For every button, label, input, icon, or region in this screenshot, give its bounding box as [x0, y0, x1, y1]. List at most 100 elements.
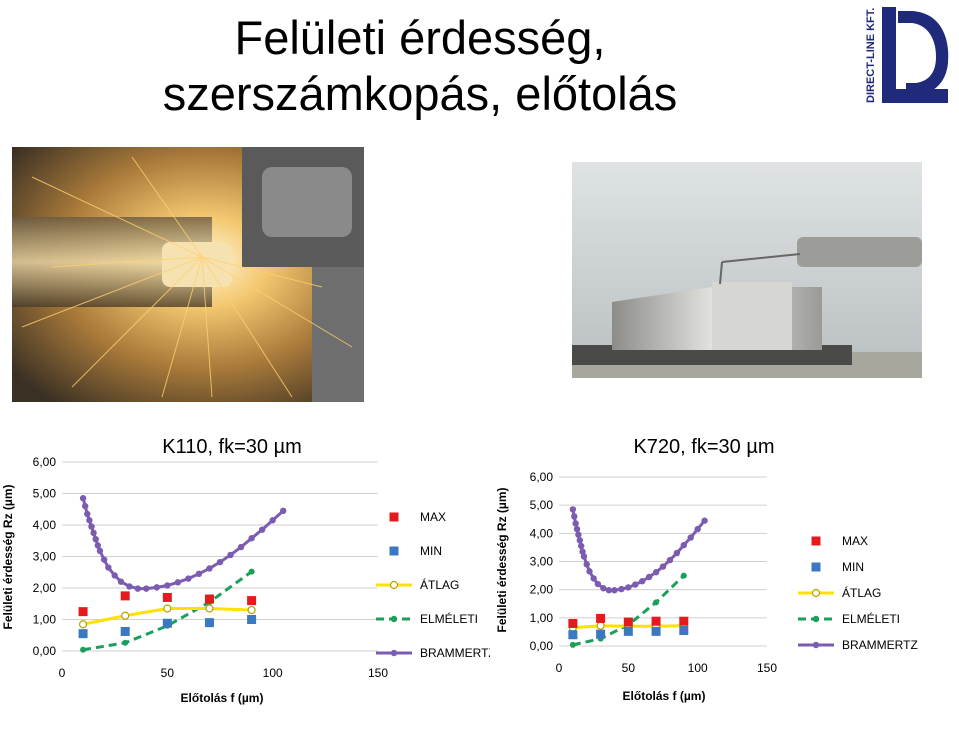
series-min — [568, 626, 689, 640]
legend-label: MIN — [842, 560, 864, 574]
x-tick-label: 150 — [368, 666, 388, 680]
series-line — [82, 570, 253, 652]
roughness-tester-photo — [572, 162, 922, 378]
chart-k720-svg: K720, fk=30 µm 0,00 1,00 2,00 3,00 4,00 5,00 6… — [495, 436, 918, 703]
y-ticks: 0,00 1,00 2,00 3,00 4,00 5,00 6,00 — [530, 470, 554, 653]
plot-series — [78, 495, 287, 653]
y-tick-label: 2,00 — [33, 581, 57, 595]
data-point — [247, 605, 256, 615]
legend-label: ÁTLAG — [420, 577, 459, 592]
data-point — [623, 617, 633, 627]
legend-marker — [811, 536, 821, 546]
data-point — [569, 506, 577, 513]
legend-label: MAX — [420, 510, 446, 524]
y-tick-label: 3,00 — [530, 555, 554, 569]
data-point — [680, 572, 687, 579]
data-point — [611, 587, 618, 594]
legend-label: MAX — [842, 534, 868, 548]
data-point — [92, 535, 99, 543]
data-point — [237, 543, 245, 551]
data-point — [90, 529, 97, 537]
data-point — [673, 549, 681, 557]
x-tick-label: 100 — [688, 661, 708, 675]
data-point — [258, 526, 266, 533]
y-axis-title: Felületi érdesség Rz (µm) — [495, 488, 509, 633]
data-point — [632, 581, 639, 588]
data-point — [86, 517, 93, 524]
data-point — [122, 639, 129, 646]
legend-item: BRAMMERTZ — [798, 638, 918, 652]
data-point — [596, 613, 606, 623]
data-point — [651, 616, 661, 626]
legend: MAX MIN ÁTLAG ELMÉLETI BRAMMERTZ — [798, 534, 918, 652]
series-max — [568, 613, 689, 628]
y-tick-label: 5,00 — [530, 498, 554, 512]
data-point — [163, 604, 172, 613]
data-point — [583, 561, 590, 568]
legend-item: ELMÉLETI — [376, 611, 478, 626]
data-point — [120, 626, 130, 636]
slide-title: Felületi érdesség, szerszámkopás, előtol… — [70, 10, 770, 122]
data-point — [185, 575, 192, 582]
data-point — [568, 618, 578, 628]
x-ticks: 0 50 100 150 — [556, 661, 778, 675]
data-point — [580, 553, 588, 560]
data-point — [694, 525, 701, 533]
data-point — [216, 558, 224, 566]
data-point — [94, 542, 102, 549]
plot-series — [568, 506, 708, 648]
data-point — [679, 616, 689, 626]
series-min — [78, 615, 257, 639]
data-point — [120, 591, 130, 601]
legend-marker — [811, 588, 821, 598]
data-point — [80, 646, 87, 653]
data-point — [680, 541, 687, 549]
data-point — [162, 618, 172, 628]
legend-label: BRAMMERTZ — [420, 646, 490, 660]
data-point — [586, 568, 593, 575]
legend-marker — [811, 562, 821, 572]
data-point — [143, 585, 150, 592]
data-point — [84, 510, 91, 518]
data-point — [100, 556, 108, 563]
data-point — [577, 542, 585, 550]
y-tick-label: 1,00 — [33, 613, 57, 627]
data-point — [569, 641, 576, 648]
data-point — [153, 584, 160, 591]
data-point — [105, 564, 112, 571]
data-point — [164, 582, 171, 589]
title-line-2: szerszámkopás, előtolás — [162, 67, 678, 120]
data-point — [571, 513, 578, 520]
series-max — [78, 591, 257, 617]
data-point — [88, 523, 95, 530]
data-point — [204, 618, 214, 628]
data-point — [117, 578, 125, 585]
legend-item: ÁTLAG — [376, 577, 459, 592]
company-logo: DIRECT-LINE KFT. — [852, 3, 952, 117]
legend-item: MIN — [389, 544, 442, 558]
x-axis-title: Előtolás f (µm) — [623, 689, 706, 703]
legend-item: MAX — [811, 534, 868, 548]
legend-label: ELMÉLETI — [420, 611, 478, 626]
legend: MAX MIN ÁTLAG ELMÉLETI BRAMMERTZ — [376, 510, 496, 660]
y-tick-label: 5,00 — [33, 487, 57, 501]
legend-item: MIN — [811, 560, 864, 574]
data-point — [81, 502, 89, 510]
data-point — [78, 607, 88, 617]
data-point — [126, 583, 133, 590]
y-tick-label: 2,00 — [530, 583, 554, 597]
legend-label: ELMÉLETI — [842, 611, 900, 626]
chart-k110-svg: K110, fk=30 µm 0,00 1,00 2,00 3,00 4,00 5,00 6… — [1, 436, 496, 705]
svg-text:DIRECT-LINE KFT.: DIRECT-LINE KFT. — [865, 8, 877, 103]
chart-k110: K110, fk=30 µm 0,00 1,00 2,00 3,00 4,00 5,00 6… — [0, 425, 496, 715]
data-point — [79, 495, 87, 502]
legend-marker — [812, 641, 820, 649]
data-point — [687, 534, 694, 541]
x-tick-label: 0 — [556, 661, 563, 675]
data-point — [625, 584, 632, 591]
data-point — [111, 572, 118, 579]
data-point — [227, 551, 234, 559]
data-point — [666, 556, 674, 564]
chart-title: K720, fk=30 µm — [633, 436, 774, 458]
data-point — [78, 620, 88, 629]
